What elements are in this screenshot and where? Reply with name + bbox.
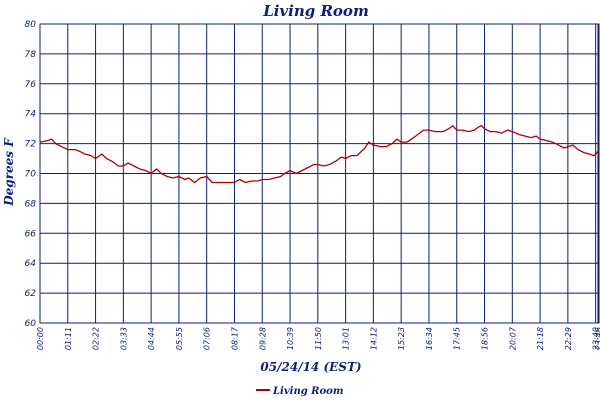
plot-grid	[39, 23, 599, 324]
x-tick-label: 07:06	[203, 327, 212, 350]
x-tick-label: 02:22	[92, 327, 101, 350]
x-tick-label: 23:40	[592, 327, 600, 350]
x-axis-label: 05/24/14 (EST)	[260, 360, 361, 374]
x-tick-label: 01:11	[64, 327, 73, 350]
y-tick-label: 74	[25, 110, 37, 120]
y-tick-label: 62	[25, 289, 37, 299]
legend-label: Living Room	[272, 386, 343, 397]
x-tick-label: 18:56	[481, 327, 490, 350]
y-tick-label: 70	[25, 170, 37, 180]
y-tick-label: 60	[25, 319, 37, 329]
x-tick-label: 05:55	[175, 327, 184, 350]
chart-title: Living Room	[262, 2, 369, 20]
x-tick-label: 04:44	[147, 327, 156, 350]
x-tick-label: 03:33	[119, 327, 128, 350]
x-tick-label: 08:17	[230, 326, 239, 350]
y-tick-label: 76	[25, 80, 37, 90]
x-tick-label: 10:39	[286, 327, 295, 350]
x-tick-label: 17:45	[453, 327, 462, 350]
x-tick-label: 21:18	[536, 327, 545, 350]
series-line-living-room	[39, 124, 599, 184]
x-tick-label: 14:12	[369, 327, 378, 350]
legend: Living Room	[256, 386, 343, 397]
y-tick-label: 66	[25, 229, 37, 239]
y-tick-label: 72	[25, 140, 37, 150]
x-tick-label: 22:29	[564, 327, 573, 350]
y-tick-label: 78	[25, 50, 37, 60]
x-axis-ticks: 00:00 01:11 02:22 03:33 04:44 05:55 07:06 08:17…	[36, 326, 600, 350]
plot-frame	[39, 23, 600, 324]
x-tick-label: 23:46	[594, 327, 600, 350]
y-tick-label: 80	[25, 20, 37, 30]
y-axis-label: Degrees F	[2, 137, 16, 207]
y-axis-ticks: 60 62 64 66 68 70 72 74 76 78 80	[25, 20, 37, 329]
x-tick-label: 00:00	[36, 327, 45, 350]
x-tick-label: 20:07	[508, 326, 517, 350]
x-tick-label: 15:23	[397, 327, 406, 350]
y-tick-label: 64	[25, 259, 37, 269]
y-tick-label: 68	[25, 199, 37, 209]
x-tick-label: 13:01	[342, 327, 351, 350]
x-tick-label: 09:28	[258, 327, 267, 350]
x-tick-label: 11:50	[314, 327, 323, 350]
x-tick-label: 16:34	[425, 327, 434, 350]
